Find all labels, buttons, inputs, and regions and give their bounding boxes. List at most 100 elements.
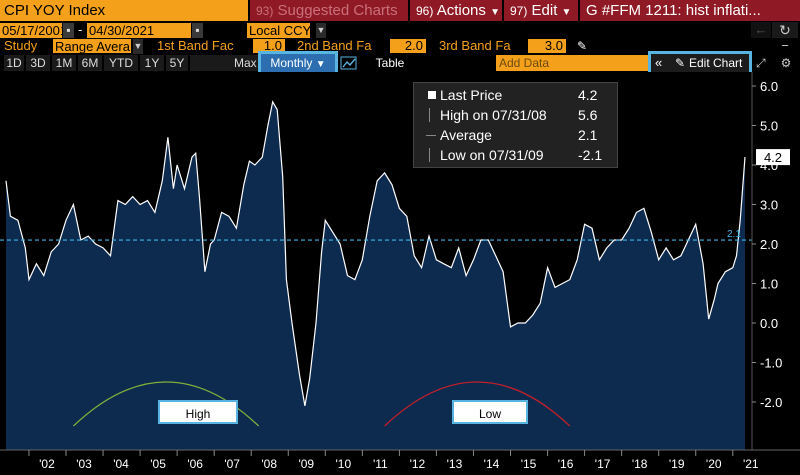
y-tick-label: 0.0 [760, 316, 778, 331]
frequency-label: Monthly [270, 56, 313, 70]
refresh-icon[interactable]: ↻ [772, 22, 798, 38]
pencil-icon[interactable]: ✎ [577, 39, 588, 53]
x-tick-label: '15 [521, 457, 537, 471]
back-arrow-icon[interactable]: ← [751, 22, 771, 38]
add-data-input[interactable]: Add Data [496, 55, 648, 71]
legend-high-value: 5.6 [578, 107, 598, 123]
period-button-1d[interactable]: 1D [4, 55, 24, 71]
y-tick-label: 2.0 [760, 237, 778, 252]
x-tick-label: '19 [669, 457, 685, 471]
settings-icon[interactable]: ⚙ [780, 56, 792, 70]
x-tick-label: '21 [743, 457, 759, 471]
date-range-row: 05/17/2001 ▪ - 04/30/2021 ▪ Local CCY ▼ … [0, 22, 800, 38]
start-date-calendar-icon[interactable]: ▪ [63, 23, 74, 38]
legend-last-price-label: Last Price [440, 87, 503, 103]
x-tick-label: '17 [595, 457, 611, 471]
chart-template-title[interactable]: G #FFM 1211: hist inflati... [580, 0, 800, 21]
study-select[interactable]: Range Avera [53, 39, 131, 53]
arc-low [384, 381, 571, 427]
edit-menu-button[interactable]: 97) Edit ▼ [504, 0, 578, 21]
legend-square-icon [428, 91, 436, 99]
expand-icon[interactable]: ⤢ [756, 56, 766, 70]
legend-low-value: -2.1 [578, 147, 603, 163]
period-button-3d[interactable]: 3D [26, 55, 50, 71]
x-tick-label: '13 [447, 457, 463, 471]
table-view-button[interactable]: Table [375, 56, 405, 70]
y-tick-label: 3.0 [760, 198, 778, 213]
study-dropdown-icon[interactable]: ▼ [133, 39, 143, 54]
period-button-1y[interactable]: 1Y [140, 55, 164, 71]
band1-label: 1st Band Fac [157, 38, 234, 53]
x-tick-label: '18 [632, 457, 648, 471]
currency-select[interactable]: Local CCY [247, 23, 310, 38]
line-chart-type-icon[interactable] [340, 55, 358, 71]
x-tick-label: '03 [76, 457, 92, 471]
actions-dropdown-icon: ▼ [490, 7, 500, 18]
y-tick-label: -2.0 [760, 395, 782, 410]
security-title[interactable]: CPI YOY Index [0, 0, 248, 21]
legend-panel[interactable]: Last Price 4.2 High on 07/31/08 5.6 Aver… [413, 82, 618, 168]
x-tick-label: '04 [113, 457, 129, 471]
actions-label: Actions [436, 2, 486, 19]
date-separator: - [78, 22, 83, 37]
period-button-max[interactable]: Max [190, 55, 258, 71]
period-button-6m[interactable]: 6M [78, 55, 102, 71]
suggested-charts-button[interactable]: 93) Suggested Charts [250, 0, 408, 21]
frequency-dropdown-icon: ▼ [315, 59, 326, 70]
y-tick-label: 6.0 [760, 79, 778, 94]
high-range-label[interactable]: High [158, 400, 238, 424]
band3-value-field[interactable]: 3.0 [528, 39, 566, 53]
legend-high-marker-icon [429, 108, 430, 122]
legend-row-average: Average 2.1 [414, 125, 619, 145]
actions-number: 96) [416, 4, 434, 18]
edit-dropdown-icon: ▼ [561, 7, 572, 18]
y-tick-label: 5.0 [760, 119, 778, 134]
period-button-1m[interactable]: 1M [52, 55, 76, 71]
x-tick-label: '12 [410, 457, 426, 471]
currency-dropdown-icon[interactable]: ▼ [316, 23, 326, 38]
low-range-label[interactable]: Low [452, 400, 528, 424]
cpi-yoy-chart[interactable]: 2.1 6.05.04.03.02.01.00.0-1.0-2.0 '02'03… [0, 72, 800, 475]
actions-menu-button[interactable]: 96) Actions ▼ [410, 0, 502, 21]
legend-average-value: 2.1 [578, 127, 598, 143]
band3-label: 3rd Band Fa [439, 38, 511, 53]
edit-chart-group: « ✎ Edit Chart [648, 51, 752, 75]
x-tick-label: '07 [224, 457, 240, 471]
average-line-group: 2.1 [0, 229, 752, 241]
legend-low-label: Low on 07/31/09 [440, 147, 544, 163]
legend-last-price-value: 4.2 [578, 87, 598, 103]
series-area-group [5, 100, 746, 451]
last-price-label: 4.2 [764, 150, 782, 165]
x-axis-ticks: '02 '03 '04 '05 '06 '07 '08 '09 '10 '11 '12 '13 '14 '… [28, 450, 759, 471]
edit-chart-pencil-icon: ✎ [675, 56, 686, 70]
y-tick-label: -1.0 [760, 356, 782, 371]
x-tick-label: '20 [706, 457, 722, 471]
end-date-field[interactable]: 04/30/2021 [87, 23, 191, 38]
frequency-select[interactable]: Monthly ▼ [258, 51, 338, 75]
minus-icon[interactable]: − [781, 38, 789, 53]
legend-low-marker-icon [429, 148, 430, 162]
legend-average-line-icon [426, 135, 436, 136]
x-tick-label: '08 [261, 457, 277, 471]
legend-row-low: Low on 07/31/09 -2.1 [414, 145, 619, 165]
x-tick-label: '16 [558, 457, 574, 471]
x-tick-label: '05 [150, 457, 166, 471]
period-button-ytd[interactable]: YTD [104, 55, 138, 71]
last-price-badge [756, 149, 790, 166]
end-date-calendar-icon[interactable]: ▪ [192, 23, 203, 38]
edit-chart-button[interactable]: Edit Chart [689, 56, 743, 70]
legend-high-label: High on 07/31/08 [440, 107, 547, 123]
band2-value-field[interactable]: 2.0 [390, 39, 426, 53]
study-row: Study Range Avera ▼ 1st Band Fac 1.0 2nd… [0, 38, 800, 54]
x-tick-label: '06 [187, 457, 203, 471]
line-chart-icon-graphic [340, 56, 357, 70]
band1-value-field[interactable]: 1.0 [253, 39, 285, 53]
period-button-5y[interactable]: 5Y [166, 55, 188, 71]
y-tick-label: 1.0 [760, 277, 778, 292]
start-date-field[interactable]: 05/17/2001 [0, 23, 62, 38]
band2-label: 2nd Band Fa [297, 38, 372, 53]
edit-label: Edit [531, 2, 558, 19]
legend-average-label: Average [440, 127, 492, 143]
collapse-double-chevron-icon[interactable]: « [655, 55, 663, 70]
legend-row-high: High on 07/31/08 5.6 [414, 105, 619, 125]
